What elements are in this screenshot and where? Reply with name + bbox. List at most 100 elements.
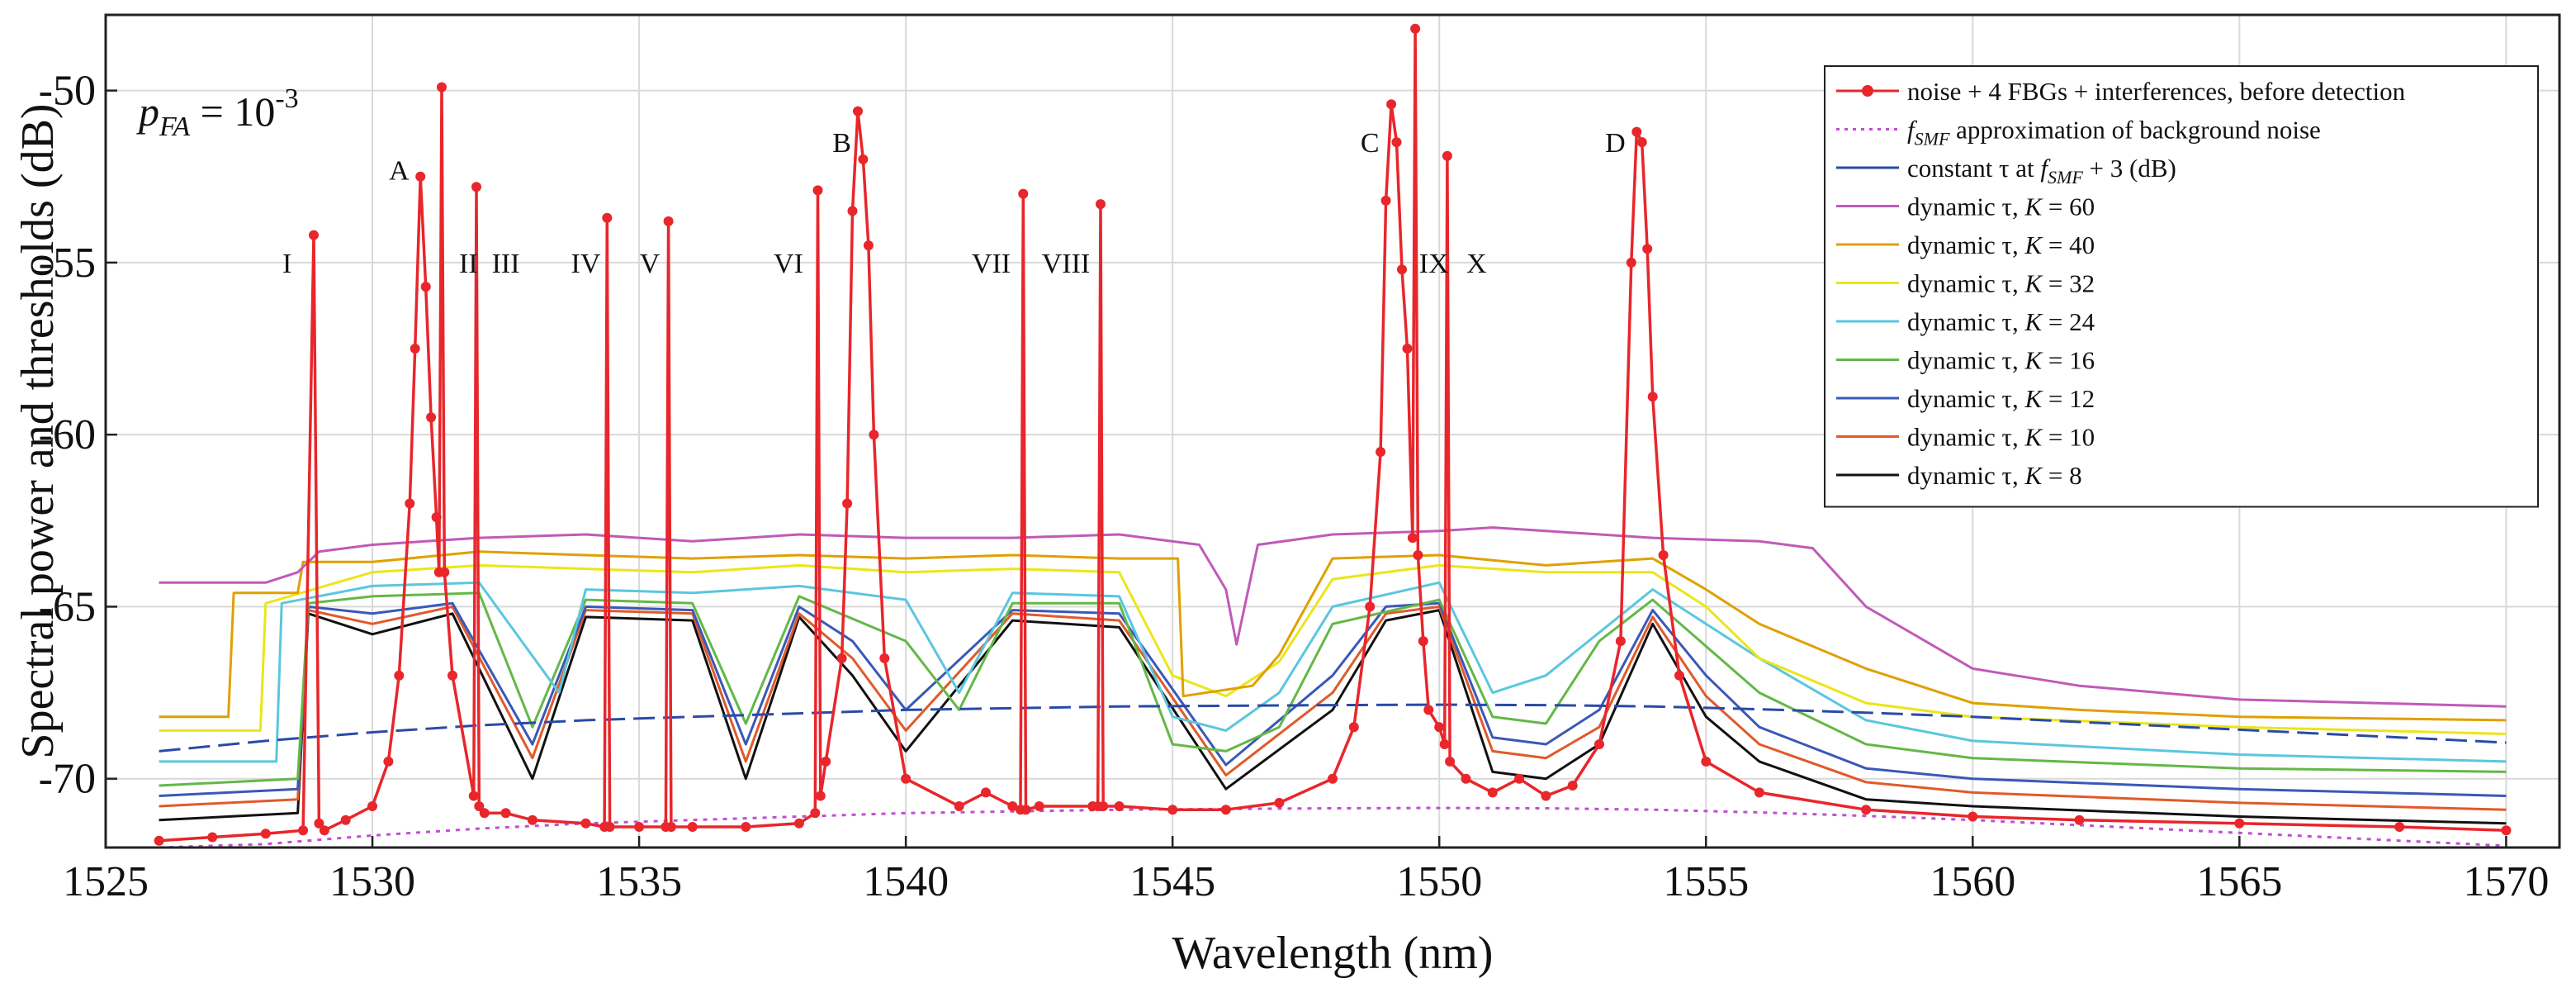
series-point — [1007, 801, 1018, 811]
series-point — [1397, 264, 1407, 275]
series-point — [863, 240, 874, 251]
legend-entry-suffix: = — [2042, 307, 2069, 336]
series-point — [471, 182, 481, 192]
plot-frame — [104, 13, 2561, 849]
series-point — [1098, 801, 1109, 811]
series-line — [159, 591, 2507, 787]
series-point — [836, 653, 847, 663]
legend-entry: dynamic τ, K = 12 — [1907, 384, 2095, 413]
series-point — [1410, 23, 1421, 34]
series-point — [1594, 739, 1604, 749]
legend-entry-prefix: dynamic τ, — [1907, 307, 2024, 336]
y-axis-title: Spectral power and thresholds (dB) — [12, 103, 64, 758]
series-line — [159, 601, 2507, 797]
series-point — [1386, 99, 1397, 110]
series-point — [410, 344, 420, 354]
series-point — [1402, 344, 1413, 354]
series-point — [604, 822, 615, 832]
x-axis-title: Wavelength (nm) — [1172, 928, 1494, 979]
tick-layer: 1525 1530 1535 1540 1545 1550 1555 1560 1565 1570… — [39, 68, 2550, 905]
legend-entry: dynamic τ, K = 32 — [1907, 269, 2095, 298]
x-tick-label: 1535 — [596, 858, 682, 905]
series-point — [663, 216, 674, 226]
legend-entry-symbol: K — [2024, 230, 2043, 259]
series-point — [634, 822, 645, 832]
series-point — [879, 653, 890, 663]
peak-label: I — [282, 249, 291, 279]
series-line — [159, 563, 2507, 735]
series-point — [1647, 392, 1658, 402]
legend-entry-suffix: = — [2042, 461, 2069, 490]
series-point — [1418, 636, 1428, 647]
series-point — [1220, 805, 1231, 815]
series-point — [853, 106, 863, 116]
legend-entry-text: 10 — [2069, 423, 2095, 452]
series-point — [2074, 814, 2085, 825]
series-point — [741, 822, 751, 832]
legend-entry-symbol: K — [2024, 346, 2043, 375]
pfa-p: p — [136, 88, 159, 135]
series-point — [847, 206, 858, 216]
series-point — [812, 185, 823, 196]
series-point — [383, 756, 394, 767]
series-point — [1114, 801, 1125, 811]
legend-entry: fSMF approximation of background noise — [1907, 116, 2321, 150]
series-point — [858, 154, 869, 164]
x-tick-label: 1565 — [2196, 858, 2282, 905]
series-point — [1020, 805, 1031, 815]
legend-swatch-marker — [1862, 85, 1873, 97]
pfa-subscript: FA — [159, 112, 190, 142]
legend-entry: constant τ at fSMF + 3 (dB) — [1907, 154, 2176, 188]
series-line — [159, 703, 2507, 753]
series-point — [793, 818, 804, 829]
y-tick-label: -50 — [39, 68, 96, 115]
series-point — [1615, 636, 1626, 647]
legend-entry: dynamic τ, K = 16 — [1907, 346, 2095, 375]
series-point — [298, 825, 309, 836]
series-point — [901, 773, 912, 784]
legend-entry-prefix: dynamic τ, — [1907, 230, 2024, 259]
series-line — [159, 609, 2507, 825]
series-point — [1487, 787, 1498, 798]
series-point — [1380, 195, 1391, 206]
legend-entry-text: 32 — [2069, 269, 2095, 298]
series-point — [1631, 126, 1642, 137]
series-point — [1461, 773, 1471, 784]
pfa-exponent: -3 — [275, 83, 298, 114]
y-tick-label: -70 — [39, 756, 96, 803]
legend-entry-prefix: constant τ at — [1907, 154, 2040, 183]
series-point — [810, 808, 821, 819]
series-point — [319, 825, 329, 836]
x-tick-label: 1570 — [2463, 858, 2549, 905]
x-tick-label: 1555 — [1663, 858, 1749, 905]
legend-entry: dynamic τ, K = 8 — [1907, 461, 2082, 490]
series-point — [426, 412, 437, 423]
series-point — [1658, 550, 1669, 560]
legend-entry: dynamic τ, K = 40 — [1907, 230, 2095, 259]
peak-label: C — [1361, 128, 1380, 159]
legend-entry-text: approximation of background noise — [1949, 116, 2320, 145]
series-point — [954, 801, 964, 811]
series-point — [1442, 150, 1452, 161]
legend-entry-prefix: dynamic τ, — [1907, 384, 2024, 413]
series-point — [1034, 801, 1044, 811]
series-point — [405, 498, 415, 509]
series-point — [340, 814, 351, 825]
peak-label: V — [640, 249, 661, 279]
pfa-annotation: pFA = 10-3 — [136, 83, 299, 142]
legend-entry: dynamic τ, K = 24 — [1907, 307, 2095, 336]
legend-entry-subscript: SMF — [2048, 167, 2083, 188]
series-point — [154, 835, 164, 846]
legend-entry-text: + 3 (dB) — [2083, 154, 2176, 183]
x-tick-label: 1525 — [63, 858, 149, 905]
peak-label: B — [832, 128, 851, 159]
series-point — [821, 756, 831, 767]
series-point — [1642, 244, 1653, 254]
peak-label: VI — [774, 249, 803, 279]
series-point — [687, 822, 698, 832]
legend-entry-suffix: = — [2042, 346, 2069, 375]
peak-label: IV — [571, 249, 601, 279]
